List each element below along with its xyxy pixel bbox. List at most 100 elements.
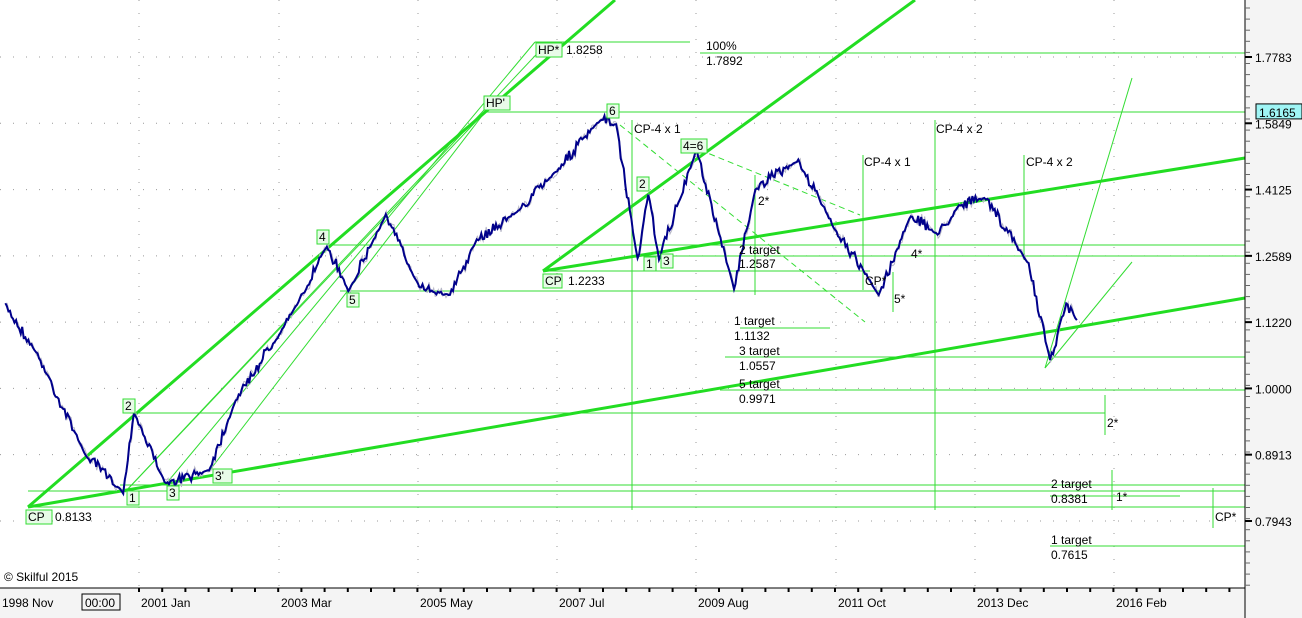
five-star-label: 5* (894, 292, 906, 306)
y-tick-label: 1.5849 (1255, 117, 1292, 131)
percent-label-text: 100% (706, 39, 737, 53)
wave-label-text: 3 (169, 486, 176, 500)
cp-label: CP (25, 509, 53, 525)
target-label-text: 1 target (1051, 533, 1092, 547)
two-star-label: 2* (1107, 416, 1119, 430)
annotation-line (164, 41, 536, 486)
target-label: 1 target (1051, 533, 1092, 547)
four-star-label-text: 4* (911, 247, 923, 261)
target-value: 0.8381 (1051, 492, 1088, 506)
cp4x2-label-2: CP-4 x 2 (1026, 155, 1073, 169)
label-box (660, 253, 674, 269)
target-label: 3 target (739, 344, 780, 358)
y-tick-label: 1.4125 (1255, 184, 1292, 198)
wave-label-text: 1 (129, 491, 136, 505)
x-tick-label: 2007 Jul (559, 596, 604, 610)
target-value: 0.9971 (739, 392, 776, 406)
target-value: 0.7615 (1051, 548, 1088, 562)
target-value-text: 0.7615 (1051, 548, 1088, 562)
wave-label-text: 2 (639, 177, 646, 191)
y-tick-label: 1.1220 (1255, 316, 1292, 330)
cp-star-label: CP* (1215, 510, 1237, 524)
cp-value: 0.8133 (55, 510, 92, 524)
x-tick-label: 2016 Feb (1116, 596, 1167, 610)
percent-value-text: 1.7892 (706, 54, 743, 68)
target-value: 1.1132 (734, 329, 770, 343)
time-box (81, 593, 121, 611)
label-box (606, 103, 620, 119)
one-star-label: 1* (1116, 490, 1128, 504)
cp4x1-label: CP-4 x 1 (634, 122, 681, 136)
hp-prime-label: HP' (483, 95, 511, 111)
wave-label: 3' (212, 468, 233, 484)
cp4x2-label-2-text: CP-4 x 2 (1026, 155, 1073, 169)
cp-value-text: 0.8133 (55, 510, 92, 524)
label-box (346, 292, 360, 308)
target-label-text: 5 target (739, 377, 780, 391)
cp2-value: 1.2233 (568, 274, 605, 288)
five-star-label-text: 5* (894, 292, 906, 306)
x-tick-label: 2011 Oct (838, 596, 886, 610)
target-label: 1 target (734, 314, 775, 328)
label-box (680, 138, 708, 154)
percent-value: 1.7892 (706, 54, 743, 68)
x-tick-label: 2003 Mar (281, 596, 332, 610)
y-axis-background (1245, 0, 1302, 618)
cp4x2-label-text: CP-4 x 2 (936, 122, 983, 136)
x-tick-label: 2013 Dec (977, 596, 1028, 610)
wave-label-text: 1 (646, 257, 653, 271)
wave-label: 1 (126, 490, 140, 506)
wave-label-text: 5 (349, 293, 356, 307)
wave-label: 1 (643, 256, 657, 272)
target-label-text: 1 target (734, 314, 775, 328)
trend-line (542, 156, 1246, 273)
target-value-text: 0.8381 (1051, 492, 1088, 506)
wave-label: 2 (122, 398, 136, 414)
label-box (535, 42, 563, 58)
annotation-line (699, 149, 861, 216)
annotation-line (1044, 261, 1133, 369)
hp-star-label-text: HP* (538, 43, 560, 57)
hp-star-value: 1.8258 (566, 43, 603, 57)
price-series-line (4, 112, 1078, 497)
wave-label-text: 3' (215, 469, 224, 483)
wave-label: 3 (166, 485, 180, 501)
label-box (25, 509, 53, 525)
target-value-text: 1.0557 (739, 359, 776, 373)
wave-label: 6 (606, 103, 620, 119)
label-box (636, 176, 650, 192)
y-tick-label: 1.0000 (1255, 382, 1292, 396)
cp-star-label-text: CP* (865, 274, 887, 288)
copyright-label: © Skilful 2015 (4, 570, 79, 584)
trend-line (542, 0, 916, 273)
label-box (126, 490, 140, 506)
target-label: 5 target (739, 377, 780, 391)
current-price-label: 1.6165 (1259, 106, 1296, 120)
x-axis-background (0, 588, 1302, 618)
hp-star-value-text: 1.8258 (566, 43, 603, 57)
cp-star-label: CP* (865, 274, 887, 288)
wave-label: 4 (316, 229, 330, 245)
wave-label-text: 6 (609, 104, 616, 118)
label-box (483, 95, 511, 111)
wave-label: 3 (660, 253, 674, 269)
two-star-label-text: 2* (1107, 416, 1119, 430)
cp2-value-text: 1.2233 (568, 274, 605, 288)
current-price-box (1255, 103, 1302, 120)
cp4x1-label-text: CP-4 x 1 (634, 122, 681, 136)
two-star-label: 2* (758, 194, 770, 208)
target-value-text: 1.1132 (734, 329, 770, 343)
target-label: 2 target (1051, 477, 1092, 491)
label-box (643, 256, 657, 272)
target-value: 1.0557 (739, 359, 776, 373)
wave-label-text: 3 (663, 254, 670, 268)
x-tick-label: 1998 Nov (2, 596, 53, 610)
label-box (542, 273, 563, 289)
label-box (166, 485, 180, 501)
y-tick-label: 0.8913 (1255, 449, 1292, 463)
y-tick-label: 0.7943 (1255, 515, 1292, 529)
cp4x1-label-2-text: CP-4 x 1 (864, 155, 911, 169)
